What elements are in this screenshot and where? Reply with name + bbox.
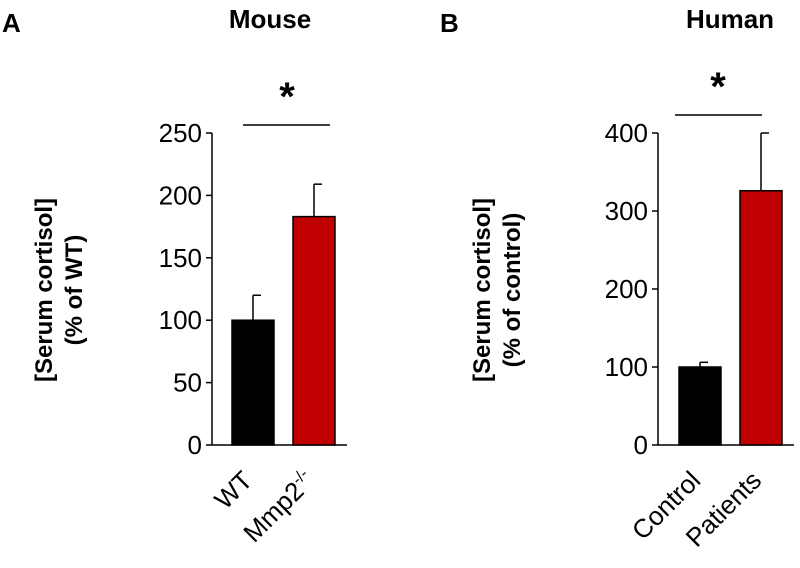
panel-a-bar xyxy=(292,215,336,446)
panel-a: A Mouse [Serum cortisol] (% of WT) 0 50 10… xyxy=(2,4,347,548)
panel-a-title: Mouse xyxy=(229,4,311,34)
panel-a-significance-star: * xyxy=(279,75,295,119)
panel-a-letter: A xyxy=(2,8,21,38)
panel-a-bar xyxy=(231,319,275,446)
panel-a-ytick-label: 100 xyxy=(159,305,202,335)
panel-a-ytick-label: 200 xyxy=(159,180,202,210)
panel-b-significance-star: * xyxy=(710,65,726,109)
panel-a-ylabel2: (% of WT) xyxy=(61,235,88,346)
panel-a-yticks: 0 50 100 150 200 250 xyxy=(159,118,212,460)
panel-b-ytick-label: 300 xyxy=(605,196,648,226)
panel-a-ytick-label: 0 xyxy=(188,430,202,460)
panel-b-ytick-label: 0 xyxy=(634,430,648,460)
panel-a-ytick-label: 50 xyxy=(173,368,202,398)
panel-b-ytick-label: 200 xyxy=(605,274,648,304)
panel-b-ylabel2: (% of control) xyxy=(499,213,526,368)
panel-a-category-label: WT xyxy=(208,465,258,515)
panel-b-ylabel: [Serum cortisol] xyxy=(469,198,496,382)
panel-b-bars xyxy=(678,132,783,446)
panel-a-category-label: Mmp2-/- xyxy=(237,465,320,548)
panel-a-ytick-label: 250 xyxy=(159,118,202,148)
panel-a-ylabel: [Serum cortisol] xyxy=(31,198,58,382)
panel-b: B Human [Serum cortisol] (% of control) … xyxy=(440,4,794,553)
panel-b-yticks: 0 100 200 300 400 xyxy=(605,118,658,460)
panel-b-bar xyxy=(678,366,722,446)
panel-b-title: Human xyxy=(686,4,774,34)
panel-b-ytick-label: 400 xyxy=(605,118,648,148)
panel-b-bar xyxy=(739,189,783,446)
panel-b-letter: B xyxy=(440,8,459,38)
panel-a-bars xyxy=(231,183,336,446)
panel-a-ytick-label: 150 xyxy=(159,243,202,273)
panel-b-ytick-label: 100 xyxy=(605,352,648,382)
